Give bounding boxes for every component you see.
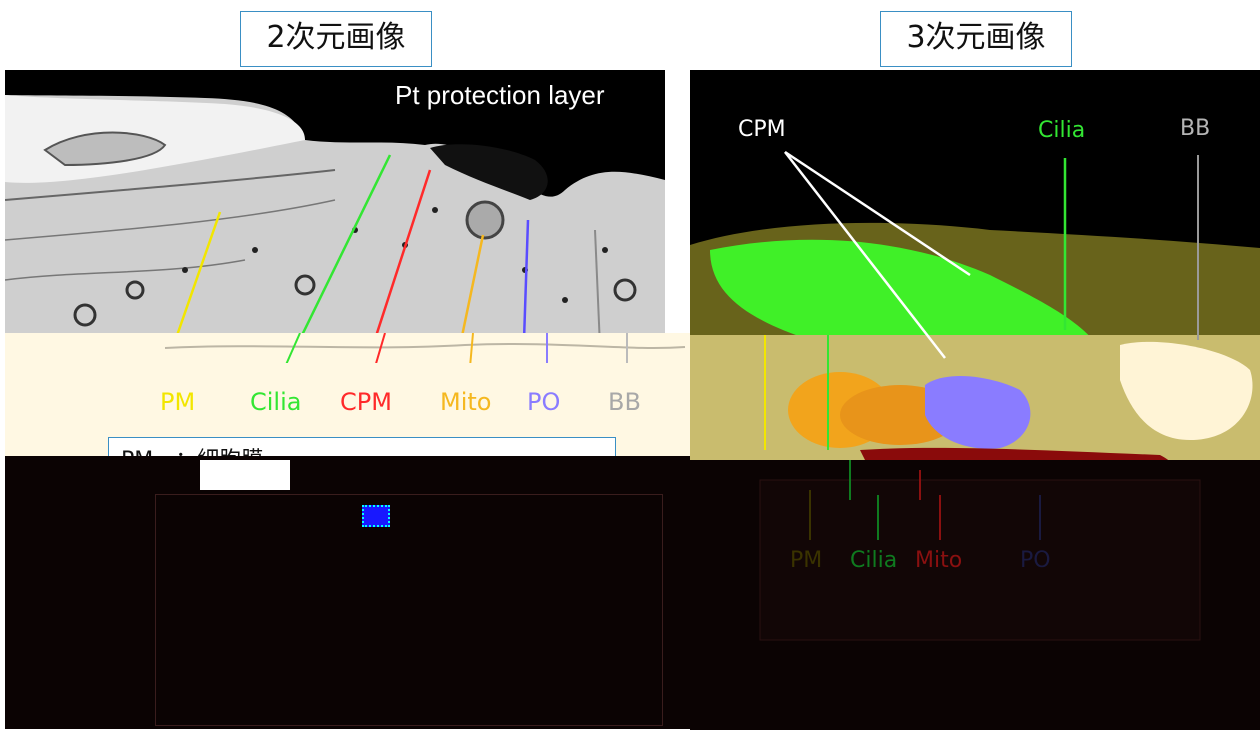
legend-fragment [200, 460, 290, 490]
render-3d-panel [690, 70, 1260, 730]
label-mito: Mito [440, 388, 492, 416]
label-3d-mito-lower: Mito [915, 548, 963, 573]
label-bb: BB [608, 388, 641, 416]
label-3d-bb: BB [1180, 116, 1211, 141]
label-po: PO [527, 388, 561, 416]
blue-marker [362, 505, 390, 527]
band-edge [164, 333, 686, 363]
label-cpm: CPM [340, 388, 392, 416]
em-micrograph: Pt protection layer [5, 70, 665, 370]
legend-inner-frame [155, 494, 663, 726]
label-3d-cilia: Cilia [1038, 118, 1086, 143]
cpm-arrow-2 [784, 151, 946, 359]
pt-protection-layer-label: Pt protection layer [395, 80, 605, 110]
heading-2d-image: 2次元画像 [240, 11, 432, 67]
label-3d-cilia-lower: Cilia [850, 548, 898, 573]
label-3d-pm-lower: PM [790, 548, 823, 573]
em-micrograph-panel: Pt protection layer [5, 70, 665, 370]
label-3d-po-lower: PO [1020, 548, 1051, 573]
render-3d [690, 70, 1260, 730]
label-cilia: Cilia [250, 388, 302, 416]
label-3d-cpm: CPM [738, 117, 786, 142]
heading-3d-image: 3次元画像 [880, 11, 1072, 67]
label-pm: PM [160, 388, 196, 416]
cpm-arrow-1 [784, 150, 971, 277]
